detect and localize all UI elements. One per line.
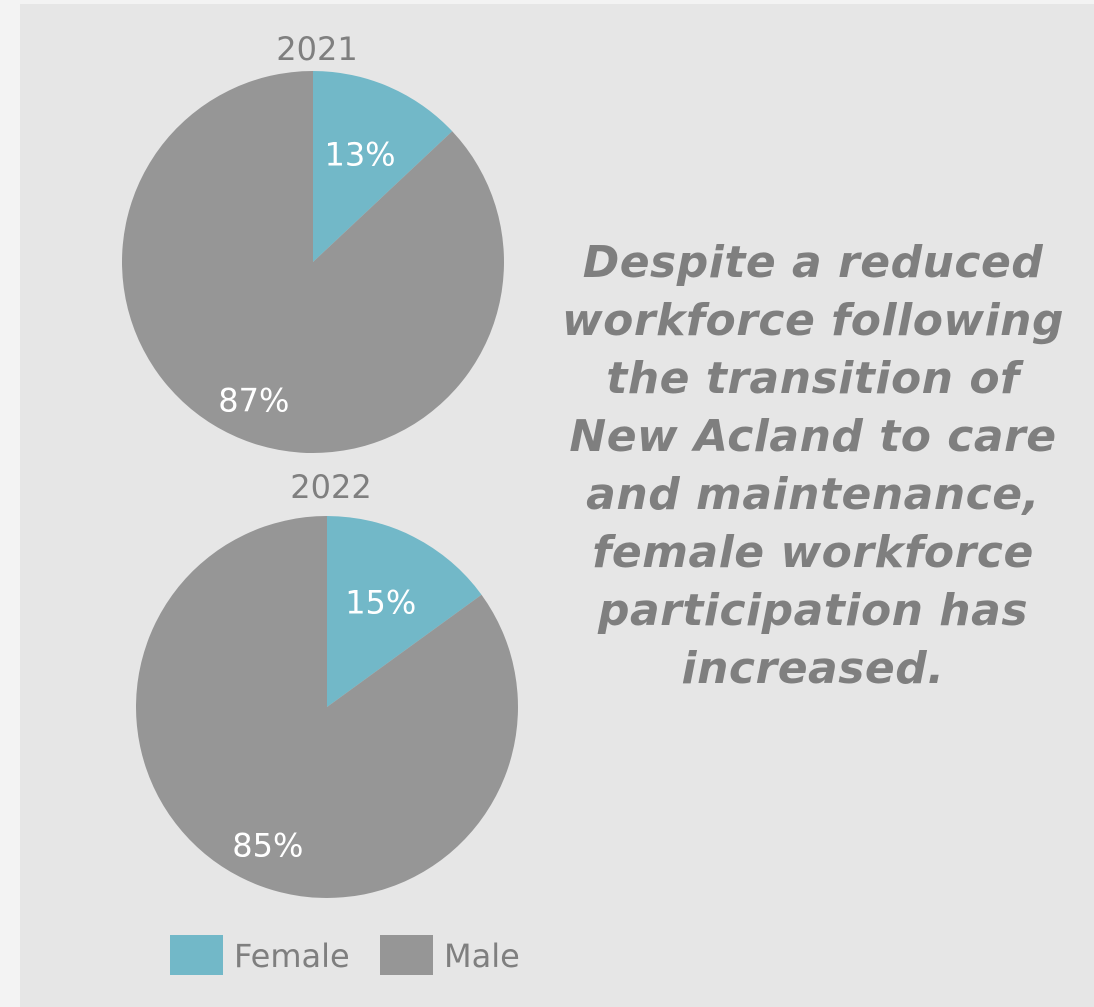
slice-label-female: 15% — [345, 583, 416, 621]
legend-label-female: Female — [234, 937, 350, 975]
legend-label-male: Male — [444, 937, 520, 975]
slice-label-male: 87% — [218, 382, 289, 420]
callout-text: Despite a reduced workforce following th… — [562, 237, 1064, 694]
slice-label-male: 85% — [232, 827, 303, 865]
legend-swatch-male — [380, 935, 433, 975]
legend: Female Male — [170, 935, 520, 975]
pie-slice-female — [327, 516, 482, 707]
slice-label-female: 13% — [324, 135, 395, 173]
pie-slice-male — [135, 516, 519, 898]
legend-swatch-female — [170, 935, 223, 975]
pie-slice-female — [313, 71, 453, 262]
pie-chart-2021: 2021 13% 87% — [121, 30, 504, 453]
chart-title: 2022 — [290, 468, 371, 506]
pie-chart-2022: 2022 15% 85% — [135, 468, 519, 898]
chart-title: 2021 — [276, 30, 357, 68]
pie-slice-male — [121, 71, 504, 453]
